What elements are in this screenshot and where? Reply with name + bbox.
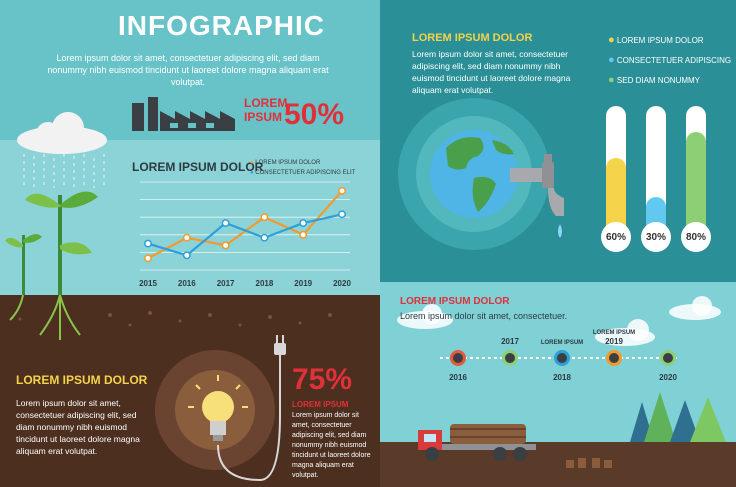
factory-icon <box>132 97 235 131</box>
series-line-2 <box>147 213 343 257</box>
top-right-panel: LOREM IPSUM DOLOR Lorem ipsum dolor sit … <box>380 0 736 282</box>
bar-fill <box>606 158 626 236</box>
factory-label-line2: IPSUM <box>244 110 283 124</box>
timeline-year: 2018 <box>553 373 571 382</box>
x-tick-label: 2017 <box>217 279 235 288</box>
plant-icon <box>5 191 98 295</box>
x-tick-label: 2019 <box>294 279 312 288</box>
energy-text: Lorem ipsum dolor sit amet, consectetuer… <box>16 398 140 456</box>
timeline-node <box>453 353 463 363</box>
energy-heading: LOREM IPSUM DOLOR <box>16 373 148 387</box>
top-left-panel: INFOGRAPHIC Lorem ipsum dolor sit amet, … <box>0 0 380 295</box>
data-point <box>338 210 346 219</box>
water-legend: ● LOREM IPSUM DOLOR ● CONSECTETUER ADIPI… <box>608 34 731 86</box>
page-subtitle: Lorem ipsum dolor sit amet, consectetuer… <box>47 53 329 87</box>
x-tick-label: 2018 <box>256 279 274 288</box>
timeline-node <box>609 353 619 363</box>
water-heading: LOREM IPSUM DOLOR <box>412 32 533 44</box>
soil-roots <box>9 295 332 340</box>
energy-percent: 75% <box>292 363 353 396</box>
bottom-right-panel: LOREM IPSUM DOLOR Lorem ipsum dolor sit … <box>380 282 736 487</box>
legend-item-blue: ● CONSECTETUER ADIPISCING ELIT <box>250 170 356 176</box>
bar-value-label: 30% <box>641 222 671 252</box>
timeline-node <box>557 353 567 363</box>
data-point <box>182 251 191 260</box>
data-point <box>299 219 308 228</box>
bar-fill <box>686 132 706 236</box>
data-point <box>221 219 230 228</box>
line-chart-title: LOREM IPSUM DOLOR <box>132 160 264 174</box>
x-tick-label: 2020 <box>333 279 351 288</box>
page-title: INFOGRAPHIC <box>118 10 325 41</box>
timeline-node <box>663 353 673 363</box>
water-legend-item-1: ● LOREM IPSUM DOLOR <box>608 34 704 46</box>
timeline-year: 2019 <box>605 337 623 346</box>
data-point <box>221 241 230 250</box>
landscape-decor <box>397 296 726 468</box>
water-legend-item-3: ● SED DIAM NONUMMY <box>608 74 701 86</box>
x-tick-label: 2016 <box>178 279 196 288</box>
rain-cloud-icon <box>17 112 107 188</box>
data-point <box>260 233 269 242</box>
line-chart: 2015 2016 2017 2018 2019 2020 <box>139 181 351 288</box>
timeline-node-label: LOREM IPSUM <box>593 330 635 336</box>
bar-value-label: 60% <box>601 222 631 252</box>
data-point <box>338 186 346 195</box>
energy-percent-label: LOREM IPSUM <box>292 400 349 409</box>
timeline-heading: LOREM IPSUM DOLOR <box>400 296 510 307</box>
data-point <box>144 254 152 263</box>
data-point <box>144 239 152 248</box>
energy-percent-text: Lorem ipsum dolor sit amet, consectetuer… <box>292 412 371 479</box>
water-legend-item-2: ● CONSECTETUER ADIPISCING <box>608 54 732 66</box>
water-text: Lorem ipsum dolor sit amet, consectetuer… <box>412 49 571 95</box>
factory-label-line1: LOREM <box>244 96 288 110</box>
x-tick-label: 2015 <box>139 279 157 288</box>
series-line-1 <box>147 190 343 260</box>
factory-percent: 50% <box>284 98 345 131</box>
line-chart-legend: ● LOREM IPSUM DOLOR ● CONSECTETUER ADIPI… <box>250 158 355 178</box>
timeline-subtitle: Lorem ipsum dolor sit amet, consectetuer… <box>400 311 568 321</box>
timeline-node <box>505 353 515 363</box>
timeline-year: 2016 <box>449 373 467 382</box>
data-point <box>260 213 269 222</box>
bottom-left-panel: LOREM IPSUM DOLOR Lorem ipsum dolor sit … <box>0 295 380 487</box>
data-point <box>182 233 191 242</box>
bar-value-label: 80% <box>681 222 711 252</box>
timeline-year: 2017 <box>501 337 519 346</box>
globe-faucet-icon <box>430 130 564 238</box>
factory-label: LOREM IPSUM <box>244 96 287 124</box>
light-bulb-icon <box>188 335 286 482</box>
legend-item-orange: ● LOREM IPSUM DOLOR <box>250 160 321 166</box>
data-point <box>299 230 308 239</box>
timeline-node-label: LOREM IPSUM <box>541 340 583 346</box>
timeline-year: 2020 <box>659 373 677 382</box>
